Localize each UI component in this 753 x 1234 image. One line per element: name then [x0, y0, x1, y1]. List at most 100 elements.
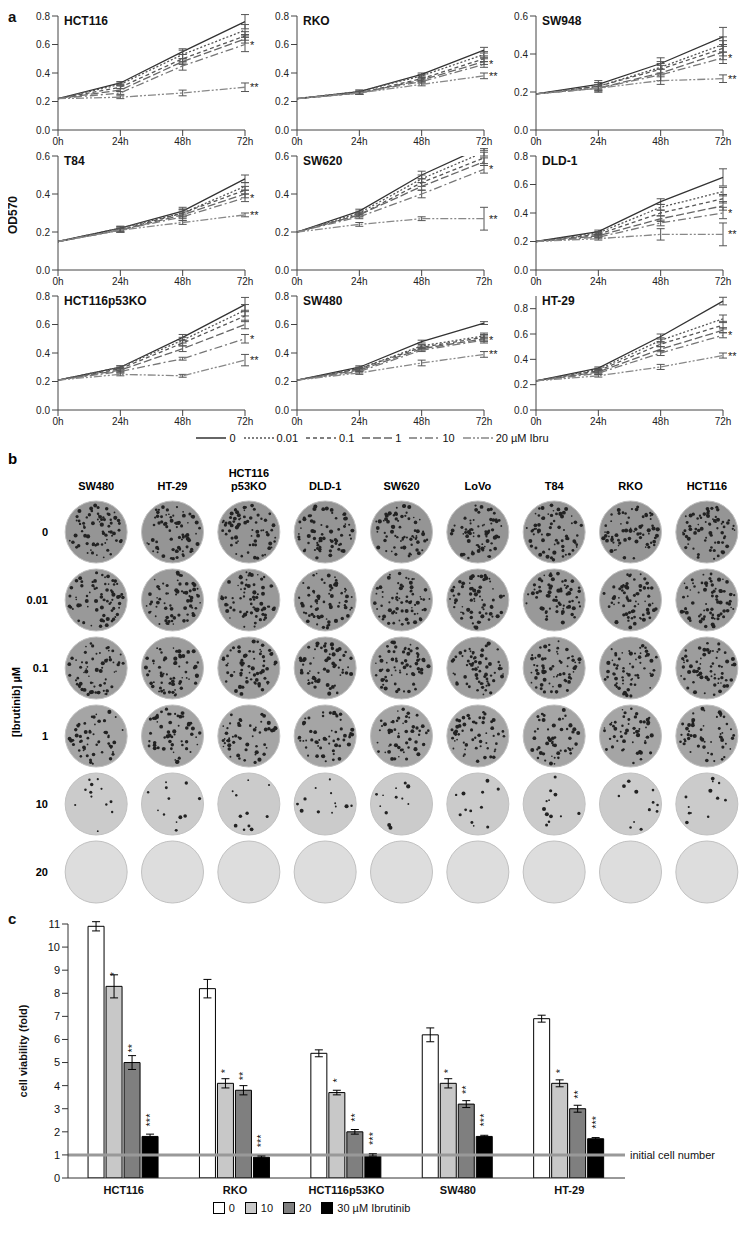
svg-text:8: 8	[54, 987, 60, 999]
svg-text:*: *	[219, 1068, 231, 1073]
svg-text:0.0: 0.0	[514, 405, 528, 416]
svg-text:0.0: 0.0	[275, 265, 289, 276]
svg-text:0.6: 0.6	[514, 329, 528, 340]
svg-text:RKO: RKO	[223, 1184, 248, 1196]
svg-text:72h: 72h	[237, 136, 254, 147]
svg-text:**: **	[728, 73, 737, 85]
svg-text:0.6: 0.6	[275, 319, 289, 330]
svg-text:***: ***	[255, 1134, 267, 1148]
svg-text:***: ***	[144, 1113, 156, 1127]
svg-text:0.6: 0.6	[275, 39, 289, 50]
svg-text:10: 10	[48, 941, 60, 953]
svg-text:0.6: 0.6	[275, 151, 289, 162]
svg-text:0h: 0h	[52, 136, 63, 147]
svg-text:0.2: 0.2	[275, 96, 289, 107]
svg-text:0h: 0h	[291, 276, 302, 287]
svg-text:2: 2	[54, 1126, 60, 1138]
svg-text:0.2: 0.2	[36, 96, 50, 107]
svg-text:*: *	[728, 207, 733, 219]
svg-text:*: *	[250, 39, 255, 51]
svg-text:0.0: 0.0	[36, 265, 50, 276]
svg-text:*: *	[250, 333, 255, 345]
svg-text:cell viability (fold): cell viability (fold)	[17, 1004, 29, 1097]
svg-text:*: *	[108, 971, 120, 976]
svg-text:0.0: 0.0	[514, 265, 528, 276]
svg-text:0.4: 0.4	[36, 348, 50, 359]
svg-text:*: *	[331, 1078, 343, 1083]
svg-text:0.2: 0.2	[514, 379, 528, 390]
svg-text:0.0: 0.0	[275, 405, 289, 416]
svg-text:0h: 0h	[291, 416, 302, 427]
svg-text:0.4: 0.4	[514, 208, 528, 219]
svg-text:LoVo: LoVo	[464, 480, 491, 492]
svg-text:0.6: 0.6	[36, 39, 50, 50]
svg-text:0.01: 0.01	[27, 594, 48, 606]
svg-text:48h: 48h	[652, 416, 669, 427]
svg-text:*: *	[489, 163, 494, 175]
svg-text:0.6: 0.6	[514, 11, 528, 22]
svg-text:48h: 48h	[413, 416, 430, 427]
svg-text:0.2: 0.2	[275, 376, 289, 387]
svg-text:72h: 72h	[237, 416, 254, 427]
svg-text:HCT116: HCT116	[104, 1184, 144, 1196]
svg-text:24h: 24h	[112, 136, 129, 147]
svg-text:24h: 24h	[590, 136, 607, 147]
svg-text:24h: 24h	[351, 136, 368, 147]
svg-text:72h: 72h	[476, 136, 493, 147]
svg-text:1: 1	[42, 730, 48, 742]
svg-text:*: *	[250, 192, 255, 204]
svg-text:1: 1	[54, 1149, 60, 1161]
svg-text:***: ***	[367, 1131, 379, 1145]
svg-text:0: 0	[42, 526, 48, 538]
svg-text:11: 11	[49, 918, 60, 930]
svg-text:10: 10	[36, 798, 48, 810]
svg-text:0.4: 0.4	[275, 189, 289, 200]
svg-text:0.4: 0.4	[275, 348, 289, 359]
svg-text:0.2: 0.2	[36, 227, 50, 238]
svg-text:*: *	[728, 52, 733, 64]
svg-text:48h: 48h	[413, 276, 430, 287]
svg-text:**: **	[237, 1071, 249, 1080]
svg-text:b: b	[8, 450, 17, 467]
svg-text:0h: 0h	[530, 276, 541, 287]
svg-text:0h: 0h	[530, 136, 541, 147]
svg-text:HCT116: HCT116	[687, 480, 727, 492]
svg-text:72h: 72h	[715, 276, 732, 287]
svg-text:48h: 48h	[174, 276, 191, 287]
svg-text:0.2: 0.2	[514, 236, 528, 247]
svg-text:initial cell number: initial cell number	[630, 1149, 715, 1161]
svg-text:0.6: 0.6	[36, 319, 50, 330]
svg-text:**: **	[489, 213, 498, 225]
svg-text:0.8: 0.8	[275, 291, 289, 302]
svg-text:48h: 48h	[652, 136, 669, 147]
svg-text:**: **	[728, 228, 737, 240]
svg-text:48h: 48h	[174, 416, 191, 427]
svg-text:0.0: 0.0	[36, 405, 50, 416]
svg-text:0: 0	[54, 1172, 60, 1184]
svg-text:7: 7	[54, 1010, 60, 1022]
svg-text:*: *	[489, 58, 494, 70]
svg-text:0.8: 0.8	[514, 151, 528, 162]
svg-text:0.2: 0.2	[514, 87, 528, 98]
svg-text:0h: 0h	[52, 276, 63, 287]
svg-text:0h: 0h	[291, 136, 302, 147]
svg-text:**: **	[250, 209, 259, 221]
svg-text:HCT116p53KO: HCT116p53KO	[309, 1184, 385, 1196]
svg-text:**: **	[250, 81, 259, 93]
svg-text:0.4: 0.4	[514, 354, 528, 365]
svg-text:HT-29: HT-29	[158, 480, 188, 492]
svg-text:*: *	[554, 1068, 566, 1073]
svg-text:0.4: 0.4	[36, 68, 50, 79]
svg-text:0h: 0h	[52, 416, 63, 427]
svg-text:24h: 24h	[590, 276, 607, 287]
svg-text:0.6: 0.6	[36, 151, 50, 162]
svg-text:**: **	[349, 1113, 361, 1122]
svg-text:[Ibrutinib] µM: [Ibrutinib] µM	[10, 667, 22, 737]
svg-text:3: 3	[54, 1103, 60, 1115]
svg-text:HCT116p53KO: HCT116p53KO	[229, 467, 269, 492]
svg-text:SW480: SW480	[440, 1184, 476, 1196]
svg-text:0.2: 0.2	[36, 376, 50, 387]
svg-text:**: **	[572, 1089, 584, 1098]
svg-text:0.0: 0.0	[514, 125, 528, 136]
svg-text:0.8: 0.8	[36, 11, 50, 22]
